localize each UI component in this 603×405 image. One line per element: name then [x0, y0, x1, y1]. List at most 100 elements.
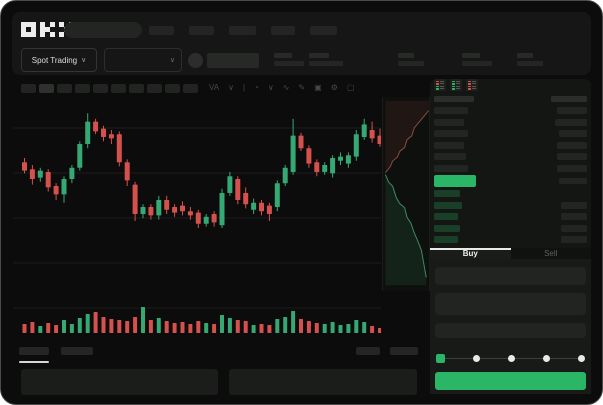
tab-buy[interactable]: Buy [430, 247, 511, 259]
slider-stop-2[interactable] [508, 354, 515, 362]
pair-dropdown[interactable]: ∨ [104, 48, 182, 72]
timeframe-button-4[interactable] [93, 83, 108, 93]
order-book-row[interactable] [434, 151, 587, 163]
trade-form-field-1[interactable] [435, 293, 586, 315]
stat-label [462, 53, 480, 58]
amount-cell [561, 236, 587, 244]
order-book-row[interactable] [434, 105, 587, 117]
market-type-label: Spot Trading [31, 55, 78, 65]
stat-label [517, 53, 533, 58]
book-mode-bids[interactable] [450, 79, 462, 91]
draw-pencil-icon[interactable]: ✎ [298, 83, 306, 92]
search-input[interactable] [64, 22, 142, 38]
tab-sell[interactable]: Sell [510, 247, 591, 259]
timeframe-button-7[interactable] [147, 83, 162, 93]
coin-avatar [188, 53, 203, 68]
candlestick-chart[interactable] [13, 97, 381, 337]
last-price-row[interactable] [434, 174, 587, 188]
order-book-mode-switcher [430, 79, 591, 91]
pair-name-placeholder [207, 53, 259, 68]
bottom-panel-0 [21, 369, 218, 395]
order-book-row[interactable] [434, 223, 587, 235]
ticker-stat-0 [274, 53, 304, 66]
trade-form-field-0[interactable] [435, 267, 586, 285]
logo-letter [40, 22, 55, 37]
chart-tab-0[interactable] [19, 347, 49, 363]
logo-letter [21, 22, 36, 37]
va-indicator-label[interactable]: VA [209, 83, 220, 92]
order-book-row[interactable] [434, 234, 587, 246]
book-mode-asks[interactable] [466, 79, 478, 91]
header-price-col [434, 96, 474, 102]
toolbar-icons: VA ∨ | ◔ ∨ ∿ ✎ ▣ ⚙ ▢ [209, 81, 354, 95]
trade-tabs: Buy Sell [430, 247, 591, 259]
chart-tabs-left [19, 347, 93, 363]
price-cell [434, 201, 462, 209]
ticker-stat-2 [398, 53, 424, 66]
amount-cell [555, 118, 587, 126]
header-amount-col [551, 96, 587, 102]
timeframe-button-1[interactable] [39, 83, 54, 93]
bottom-panel-1 [229, 369, 417, 395]
amount-cell [557, 141, 587, 149]
slider-stop-0[interactable] [436, 353, 445, 363]
slider-stop-3[interactable] [543, 354, 550, 362]
buy-submit-button[interactable] [435, 372, 586, 390]
slider-stop-4[interactable] [578, 354, 585, 362]
market-type-dropdown[interactable]: Spot Trading ∨ [21, 48, 97, 72]
ticker-stat-1 [309, 53, 343, 66]
order-book [430, 91, 591, 246]
timeframe-button-6[interactable] [129, 83, 144, 93]
order-book-row[interactable] [434, 140, 587, 152]
camera-icon[interactable]: ▣ [314, 83, 322, 92]
bids-list [434, 188, 587, 246]
timeframe-button-5[interactable] [111, 83, 126, 93]
chart-tab-right-0[interactable] [356, 347, 380, 355]
timeframe-button-2[interactable] [57, 83, 72, 93]
nav-item-1[interactable] [189, 26, 214, 35]
chart-tab-1[interactable] [61, 347, 93, 355]
clock-icon[interactable]: ◔ [254, 83, 259, 92]
order-book-panel: Buy Sell [430, 79, 591, 394]
slider-stop-1[interactable] [473, 354, 480, 362]
sell-tab-label: Sell [544, 248, 558, 258]
book-mode-combined[interactable] [434, 79, 446, 91]
timeframe-button-3[interactable] [75, 83, 90, 93]
amount-cell [561, 213, 587, 221]
timeframe-button-9[interactable] [183, 83, 198, 93]
order-book-row[interactable] [434, 117, 587, 129]
wave-line-icon[interactable]: ∿ [282, 83, 290, 92]
last-price-amount [559, 178, 587, 184]
stat-value [517, 61, 543, 66]
price-cell [434, 213, 458, 221]
nav-item-4[interactable] [310, 26, 337, 35]
chevron-down-icon[interactable]: ∨ [228, 83, 234, 92]
amount-cell [557, 107, 587, 115]
amount-slider[interactable] [435, 352, 586, 364]
trade-form-field-2[interactable] [435, 323, 586, 338]
price-cell [434, 130, 468, 138]
order-book-row[interactable] [434, 128, 587, 140]
amount-cell [561, 201, 587, 209]
stat-value [462, 61, 492, 66]
stat-value [398, 61, 424, 66]
chart-bottom-tabs [19, 347, 418, 363]
chart-tab-right-1[interactable] [390, 347, 418, 355]
chevron-down-icon[interactable]: ∨ [267, 83, 274, 92]
nav-item-2[interactable] [229, 26, 256, 35]
timeframe-button-8[interactable] [165, 83, 180, 93]
top-nav [149, 26, 337, 35]
order-book-row[interactable] [434, 163, 587, 175]
fullscreen-icon[interactable]: ▢ [346, 83, 355, 92]
nav-item-0[interactable] [149, 26, 174, 35]
amount-cell [561, 224, 587, 232]
order-book-row[interactable] [434, 188, 587, 200]
chart-toolbar: VA ∨ | ◔ ∨ ∿ ✎ ▣ ⚙ ▢ [21, 81, 354, 95]
order-book-row[interactable] [434, 200, 587, 212]
gear-icon[interactable]: ⚙ [330, 83, 338, 92]
order-book-row[interactable] [434, 211, 587, 223]
asks-list [434, 105, 587, 174]
nav-item-3[interactable] [271, 26, 295, 35]
timeframe-button-0[interactable] [21, 83, 36, 93]
